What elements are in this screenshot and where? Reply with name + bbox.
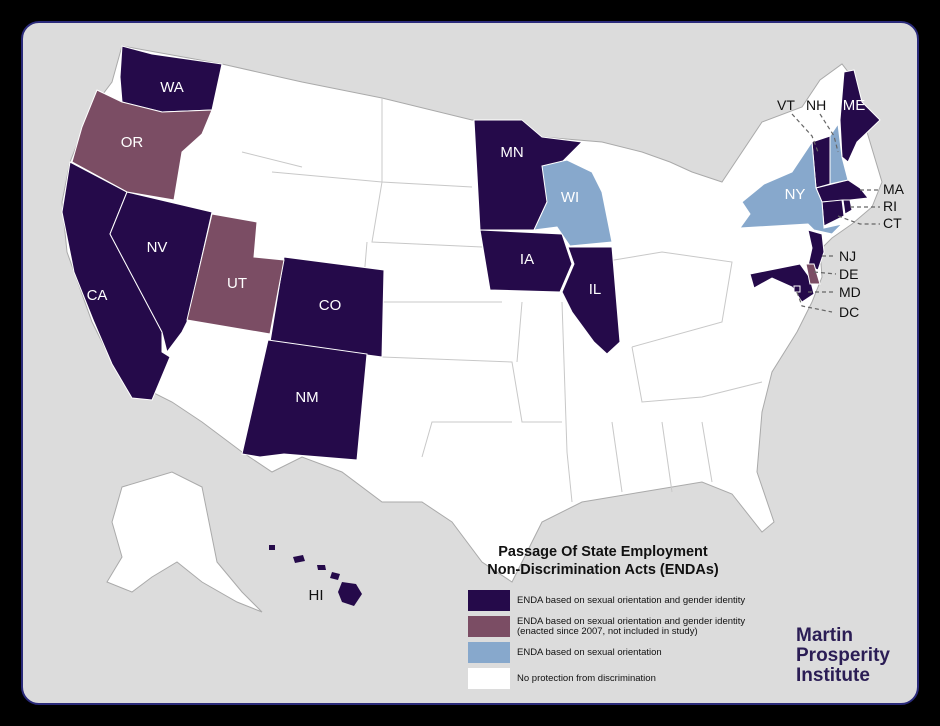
- state-de[interactable]: [805, 263, 821, 285]
- state-co[interactable]: [269, 256, 385, 358]
- label-me: ME: [843, 97, 866, 114]
- callout-nh: NH: [806, 97, 826, 113]
- legend-item: ENDA based on sexual orientation: [468, 642, 768, 663]
- label-nm: NM: [295, 389, 318, 406]
- label-ia: IA: [520, 251, 534, 268]
- callout-leaders: [791, 113, 880, 313]
- map-frame: WA OR CA NV UT CO NM MN IA IL WI NY ME H…: [21, 21, 919, 705]
- label-nv: NV: [147, 239, 168, 256]
- label-or: OR: [121, 134, 144, 151]
- brand-line3: Institute: [796, 665, 870, 686]
- legend: Passage Of State Employment Non-Discrimi…: [468, 543, 768, 689]
- legend-swatch: [468, 668, 510, 689]
- state-ia[interactable]: [479, 229, 573, 293]
- callout-ri: RI: [883, 198, 897, 214]
- callout-dc: DC: [839, 304, 859, 320]
- legend-item: No protection from discrimination: [468, 668, 768, 689]
- brand-logo: Martin Prosperity Institute: [796, 626, 890, 686]
- callout-vt: VT: [777, 97, 795, 113]
- state-or[interactable]: [71, 89, 213, 201]
- label-il: IL: [589, 281, 602, 298]
- legend-item: ENDA based on sexual orientation and gen…: [468, 590, 768, 611]
- legend-label: ENDA based on sexual orientation: [517, 646, 662, 658]
- legend-swatch: [468, 590, 510, 611]
- callout-ct: CT: [883, 215, 902, 231]
- label-ut: UT: [227, 275, 247, 292]
- state-ny[interactable]: [738, 140, 844, 235]
- state-ri[interactable]: [842, 199, 853, 215]
- brand-line2: Prosperity: [796, 645, 890, 666]
- legend-item: ENDA based on sexual orientation and gen…: [468, 616, 768, 637]
- state-borders: [241, 98, 763, 503]
- label-hi: HI: [309, 587, 324, 604]
- state-ut[interactable]: [186, 213, 285, 335]
- state-hi[interactable]: [269, 545, 362, 606]
- state-me[interactable]: [839, 69, 881, 163]
- legend-swatch: [468, 642, 510, 663]
- us-map: WA OR CA NV UT CO NM MN IA IL WI NY ME H…: [61, 45, 905, 613]
- callout-de: DE: [839, 266, 858, 282]
- legend-label: No protection from discrimination: [517, 672, 656, 684]
- legend-title: Passage Of State Employment Non-Discrimi…: [438, 543, 768, 579]
- label-ca: CA: [87, 287, 108, 304]
- state-wi[interactable]: [533, 159, 613, 247]
- state-dc[interactable]: [793, 285, 801, 293]
- legend-label: ENDA based on sexual orientation and gen…: [517, 615, 746, 637]
- label-wa: WA: [160, 79, 184, 96]
- state-nj[interactable]: [807, 229, 825, 271]
- label-mn: MN: [500, 144, 523, 161]
- legend-title-line2: Non-Discrimination Acts (ENDAs): [487, 562, 719, 578]
- callout-ma: MA: [883, 181, 905, 197]
- brand-line1: Martin: [796, 625, 853, 646]
- state-nm[interactable]: [241, 339, 368, 461]
- callout-nj: NJ: [839, 248, 856, 264]
- state-il[interactable]: [561, 246, 621, 355]
- legend-title-line1: Passage Of State Employment: [498, 544, 708, 560]
- label-ny: NY: [785, 186, 806, 203]
- callout-md: MD: [839, 284, 861, 300]
- legend-label: ENDA based on sexual orientation and gen…: [517, 594, 746, 606]
- label-co: CO: [319, 297, 342, 314]
- label-wi: WI: [561, 189, 579, 206]
- alaska: [106, 471, 263, 613]
- legend-swatch: [468, 616, 510, 637]
